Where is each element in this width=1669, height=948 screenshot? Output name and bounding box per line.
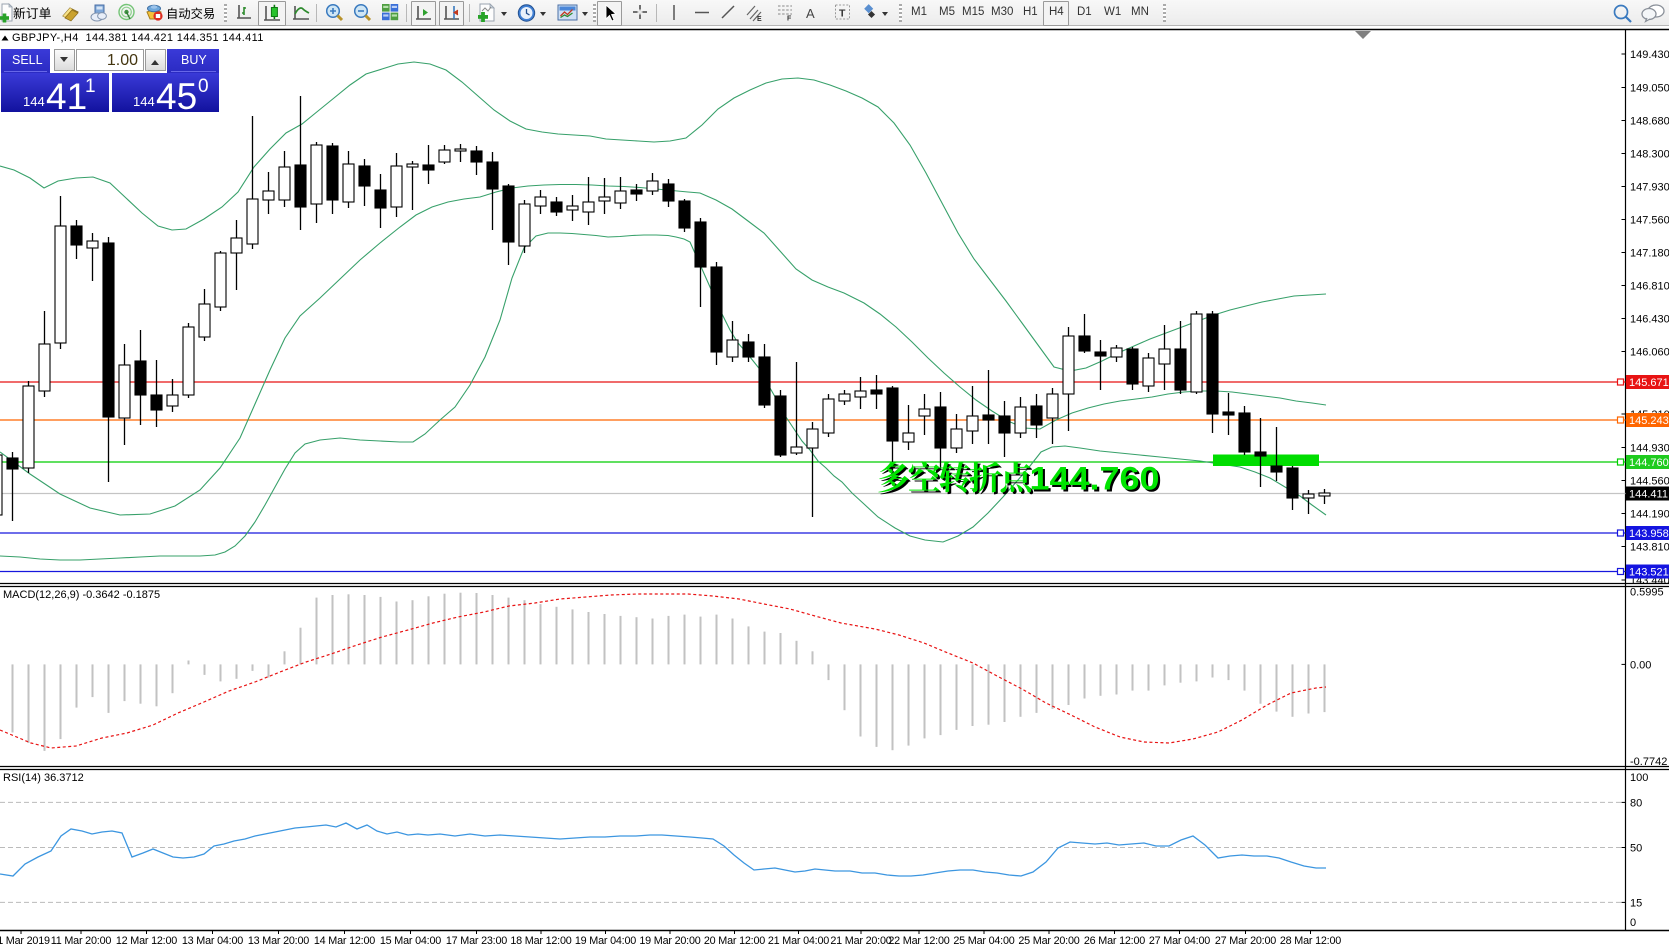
svg-text:27 Mar 04:00: 27 Mar 04:00 — [1149, 935, 1210, 947]
svg-text:13 Mar 04:00: 13 Mar 04:00 — [182, 935, 243, 947]
svg-text:25 Mar 20:00: 25 Mar 20:00 — [1018, 935, 1079, 947]
svg-text:21 Mar 04:00: 21 Mar 04:00 — [768, 935, 829, 947]
svg-text:143.958: 143.958 — [1629, 528, 1669, 540]
svg-text:21 Mar 20:00: 21 Mar 20:00 — [830, 935, 891, 947]
svg-text:149.430: 149.430 — [1630, 49, 1669, 61]
svg-text:14 Mar 12:00: 14 Mar 12:00 — [314, 935, 375, 947]
svg-text:17 Mar 23:00: 17 Mar 23:00 — [446, 935, 507, 947]
svg-text:19 Mar 04:00: 19 Mar 04:00 — [575, 935, 636, 947]
svg-text:F: F — [787, 16, 792, 23]
svg-text:RSI(14) 36.3712: RSI(14) 36.3712 — [3, 772, 84, 784]
svg-text:146.810: 146.810 — [1630, 281, 1669, 293]
svg-text:100: 100 — [1630, 772, 1648, 784]
svg-text:-0.7742: -0.7742 — [1630, 756, 1667, 768]
svg-text:144.760: 144.760 — [1030, 461, 1160, 497]
svg-text:MACD(12,26,9) -0.3642 -0.1875: MACD(12,26,9) -0.3642 -0.1875 — [3, 589, 160, 601]
svg-text:11 Mar 20:00: 11 Mar 20:00 — [51, 935, 112, 947]
svg-text:50: 50 — [1630, 843, 1642, 855]
svg-text:146.060: 146.060 — [1630, 347, 1669, 359]
svg-text:148.300: 148.300 — [1630, 149, 1669, 161]
svg-text:0.5995: 0.5995 — [1630, 587, 1664, 599]
svg-text:20 Mar 12:00: 20 Mar 12:00 — [704, 935, 765, 947]
svg-text:13 Mar 20:00: 13 Mar 20:00 — [248, 935, 309, 947]
svg-text:143.521: 143.521 — [1629, 567, 1669, 579]
svg-text:12 Mar 12:00: 12 Mar 12:00 — [116, 935, 177, 947]
svg-text:25 Mar 04:00: 25 Mar 04:00 — [953, 935, 1014, 947]
svg-text:145.671: 145.671 — [1629, 377, 1669, 389]
svg-text:11 Mar 2019: 11 Mar 2019 — [0, 935, 50, 947]
svg-text:GBPJPY-,H4 144.381 144.421 14: GBPJPY-,H4 144.381 144.421 144.351 144.4… — [12, 32, 264, 44]
svg-text:144.760: 144.760 — [1032, 463, 1162, 499]
svg-text:144.190: 144.190 — [1630, 509, 1669, 521]
svg-text:15 Mar 04:00: 15 Mar 04:00 — [380, 935, 441, 947]
svg-text:26 Mar 12:00: 26 Mar 12:00 — [1084, 935, 1145, 947]
svg-text:E: E — [757, 16, 762, 23]
svg-text:80: 80 — [1630, 797, 1642, 809]
svg-text:18 Mar 12:00: 18 Mar 12:00 — [510, 935, 571, 947]
svg-text:144.930: 144.930 — [1630, 443, 1669, 455]
svg-text:144.560: 144.560 — [1630, 476, 1669, 488]
svg-text:27 Mar 20:00: 27 Mar 20:00 — [1215, 935, 1276, 947]
svg-text:22 Mar 12:00: 22 Mar 12:00 — [888, 935, 949, 947]
svg-text:147.180: 147.180 — [1630, 248, 1669, 260]
svg-text:149.050: 149.050 — [1630, 83, 1669, 95]
svg-text:147.560: 147.560 — [1630, 215, 1669, 227]
svg-text:15: 15 — [1630, 897, 1642, 909]
svg-text:0.00: 0.00 — [1630, 659, 1651, 671]
svg-text:146.430: 146.430 — [1630, 314, 1669, 326]
svg-text:28 Mar 12:00: 28 Mar 12:00 — [1280, 935, 1341, 947]
svg-text:T: T — [839, 8, 846, 20]
svg-text:145.243: 145.243 — [1629, 415, 1669, 427]
svg-text:147.930: 147.930 — [1630, 182, 1669, 194]
svg-text:143.810: 143.810 — [1630, 542, 1669, 554]
svg-text:148.680: 148.680 — [1630, 116, 1669, 128]
svg-text:0: 0 — [1630, 917, 1636, 929]
svg-text:144.760: 144.760 — [1629, 457, 1669, 469]
svg-text:144.411: 144.411 — [1629, 489, 1668, 501]
svg-text:19 Mar 20:00: 19 Mar 20:00 — [639, 935, 700, 947]
